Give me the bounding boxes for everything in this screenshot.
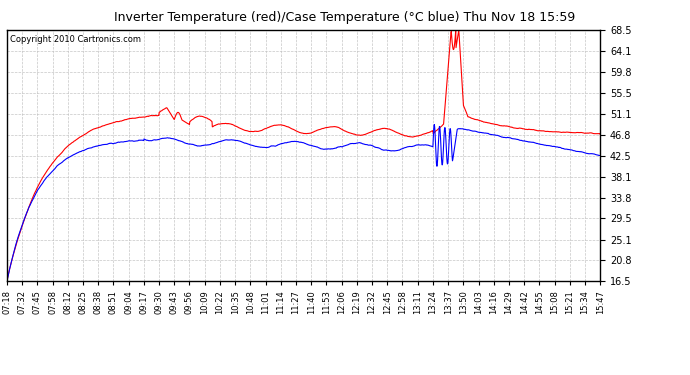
Text: Copyright 2010 Cartronics.com: Copyright 2010 Cartronics.com <box>10 35 141 44</box>
Text: Inverter Temperature (red)/Case Temperature (°C blue) Thu Nov 18 15:59: Inverter Temperature (red)/Case Temperat… <box>115 11 575 24</box>
